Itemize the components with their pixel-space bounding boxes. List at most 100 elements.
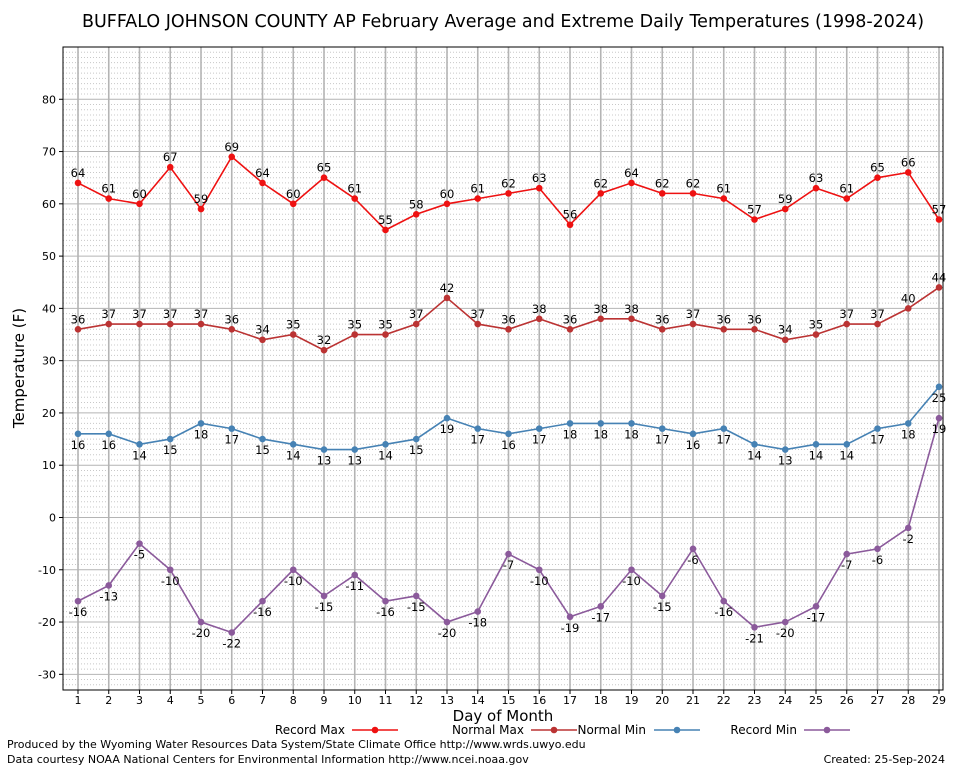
data-label-normal-max: 44 [932, 270, 947, 284]
data-point-record-min [289, 566, 297, 574]
data-label-record-min: -22 [222, 636, 241, 650]
data-point-record-max [197, 205, 205, 213]
data-label-record-min: -18 [468, 616, 487, 630]
data-point-record-min [382, 597, 389, 605]
data-point-normal-min [74, 430, 82, 438]
data-point-normal-max [751, 325, 758, 333]
data-point-record-min [658, 592, 666, 600]
x-tick-label: 21 [686, 694, 700, 707]
data-point-record-max [535, 184, 543, 192]
data-point-normal-min [443, 414, 451, 422]
footer-produced-by: Produced by the Wyoming Water Resources … [7, 738, 586, 751]
y-tick-label: 20 [42, 407, 56, 420]
data-label-record-max: 59 [778, 192, 793, 206]
x-tick-label: 1 [75, 694, 82, 707]
data-label-record-min: -16 [714, 605, 733, 619]
data-label-normal-min: 16 [101, 438, 116, 452]
data-label-normal-max: 37 [409, 307, 424, 321]
y-axis-ticks: -30 -20 -10 0 10 20 30 40 50 60 70 80 [38, 93, 63, 681]
data-label-record-max: 62 [655, 176, 670, 190]
data-point-record-min [628, 566, 635, 574]
data-point-record-max [935, 216, 943, 223]
data-point-normal-min [382, 441, 389, 448]
x-tick-label: 9 [321, 694, 328, 707]
data-label-record-max: 61 [716, 182, 731, 196]
data-label-record-max: 57 [932, 203, 947, 217]
legend-marker-record-min [823, 726, 831, 734]
data-point-normal-max [228, 325, 236, 333]
data-point-normal-min [228, 425, 236, 432]
data-point-record-max [597, 190, 605, 197]
data-label-normal-max: 36 [716, 312, 731, 326]
y-tick-label: 10 [42, 459, 56, 472]
data-label-normal-max: 34 [778, 323, 793, 337]
data-point-record-min [597, 603, 605, 610]
data-label-normal-min: 14 [378, 448, 393, 462]
data-point-normal-max [289, 331, 297, 338]
data-label-normal-min: 14 [839, 448, 854, 462]
data-point-record-min [812, 603, 820, 610]
data-label-record-min: -16 [376, 605, 395, 619]
data-point-normal-max [382, 331, 389, 338]
data-label-record-min: -20 [192, 626, 211, 640]
data-point-record-max [904, 169, 912, 176]
data-point-record-min [505, 550, 512, 558]
data-point-record-max [628, 179, 635, 187]
data-label-normal-max: 34 [255, 323, 270, 337]
data-label-normal-max: 36 [501, 312, 516, 326]
data-label-record-min: -5 [134, 548, 145, 562]
data-point-record-max [259, 179, 266, 187]
data-point-normal-max [320, 346, 328, 354]
data-point-record-min [751, 623, 758, 631]
x-tick-label: 12 [409, 694, 423, 707]
data-label-record-min: -17 [807, 610, 826, 624]
data-label-record-max: 57 [747, 203, 762, 217]
data-point-normal-min [136, 441, 143, 448]
x-tick-label: 17 [563, 694, 577, 707]
data-point-normal-max [505, 325, 512, 333]
data-label-normal-min: 18 [563, 427, 578, 441]
data-point-normal-min [843, 441, 851, 448]
data-label-record-max: 63 [809, 171, 824, 185]
legend-label-normal-min: Normal Min [577, 723, 646, 737]
data-point-record-min [935, 414, 943, 422]
data-point-normal-max [197, 320, 205, 328]
data-label-record-max: 64 [624, 166, 639, 180]
data-label-normal-min: 15 [255, 443, 270, 457]
x-tick-label: 27 [871, 694, 885, 707]
data-label-record-max: 59 [194, 192, 209, 206]
data-label-record-min: -21 [745, 631, 764, 645]
data-label-record-max: 60 [440, 187, 455, 201]
x-tick-label: 26 [840, 694, 854, 707]
data-point-record-max [566, 221, 574, 229]
data-point-normal-max [535, 315, 543, 323]
data-label-normal-min: 15 [163, 443, 178, 457]
data-label-normal-min: 13 [778, 454, 793, 468]
data-label-normal-min: 17 [470, 433, 485, 447]
data-label-record-max: 69 [224, 140, 239, 154]
data-point-record-min [197, 618, 205, 626]
legend-label-normal-max: Normal Max [452, 723, 524, 737]
data-point-normal-max [166, 320, 174, 328]
data-point-record-max [166, 163, 174, 171]
data-point-record-max [443, 200, 451, 208]
data-label-record-min: -15 [315, 600, 334, 614]
data-point-normal-max [443, 294, 451, 302]
data-label-normal-min: 16 [71, 438, 86, 452]
data-point-record-max [505, 190, 512, 197]
data-point-normal-max [904, 305, 912, 312]
y-tick-label: 40 [42, 302, 56, 315]
data-label-normal-max: 37 [870, 307, 885, 321]
data-point-normal-min [412, 435, 420, 443]
data-point-normal-min [935, 383, 943, 391]
data-label-normal-max: 35 [809, 318, 824, 332]
data-label-record-max: 63 [532, 171, 547, 185]
y-tick-label: -10 [38, 564, 56, 577]
data-point-normal-max [781, 336, 789, 344]
data-label-normal-max: 38 [593, 302, 608, 316]
data-point-record-max [320, 174, 328, 181]
data-label-normal-max: 37 [163, 307, 178, 321]
footer-data-courtesy: Data courtesy NOAA National Centers for … [7, 753, 529, 766]
data-point-normal-max [351, 331, 359, 338]
data-point-normal-max [474, 320, 482, 328]
